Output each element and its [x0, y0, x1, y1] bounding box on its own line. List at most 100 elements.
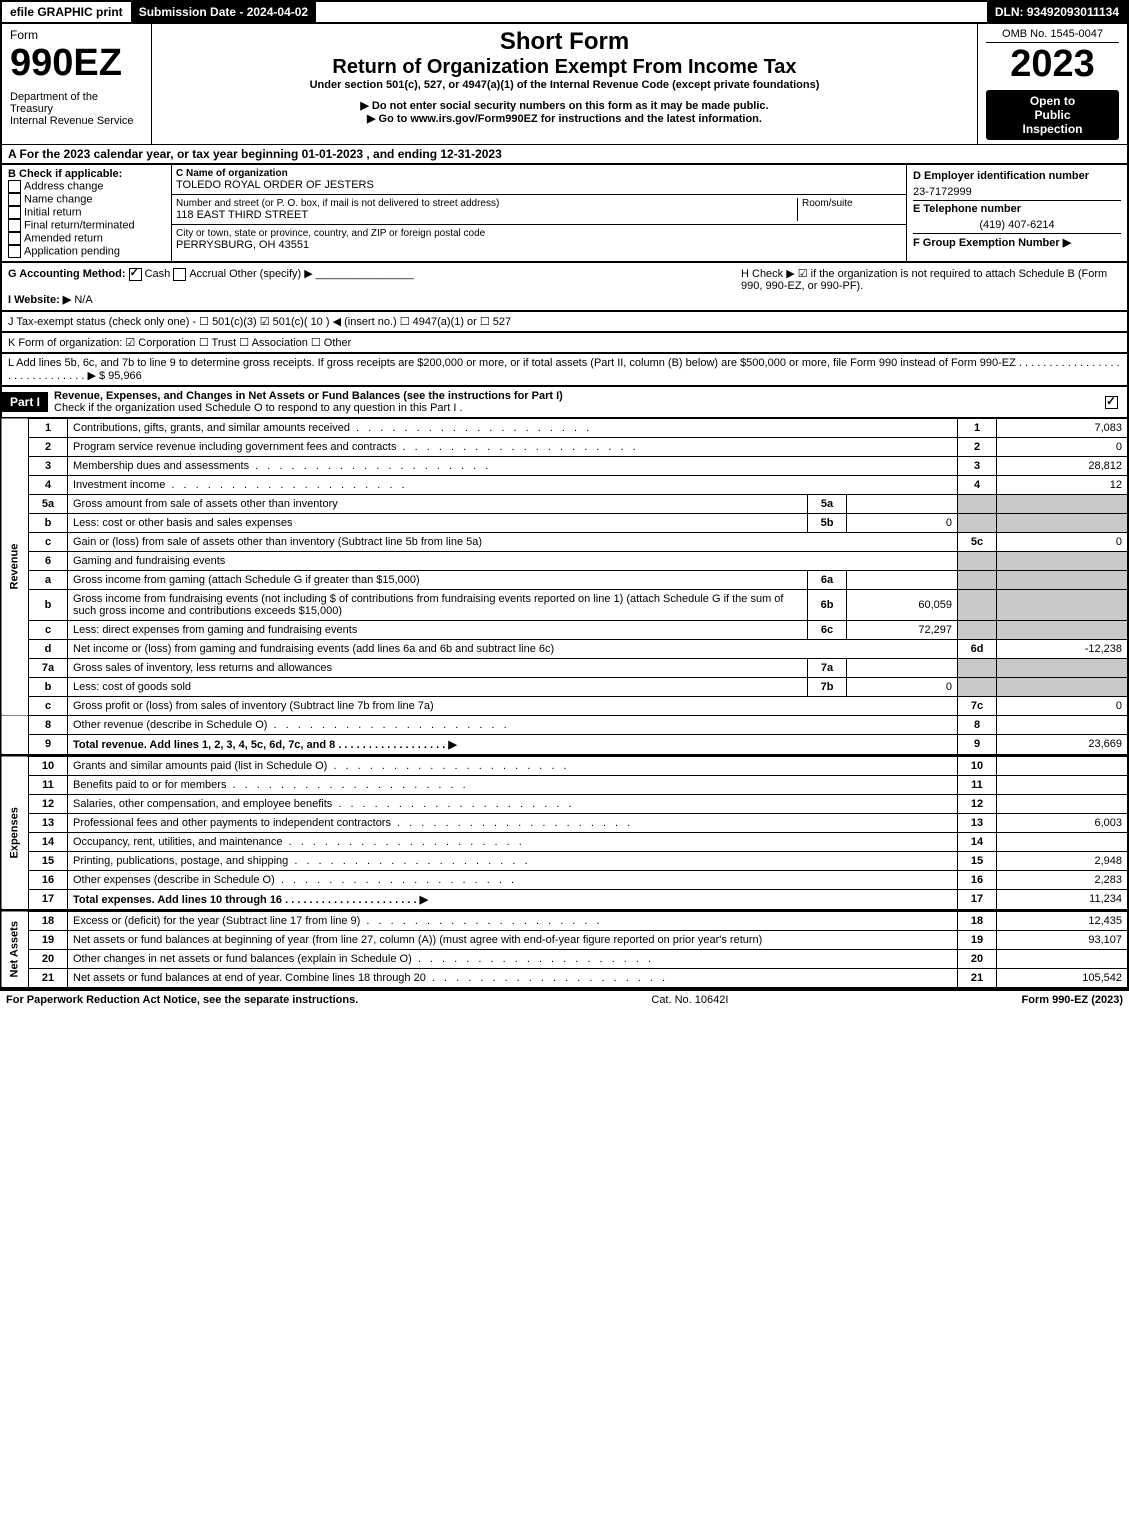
line-4-desc: Investment income: [68, 475, 958, 494]
org-name: TOLEDO ROYAL ORDER OF JESTERS: [176, 179, 902, 191]
footer-left: For Paperwork Reduction Act Notice, see …: [6, 994, 358, 1006]
line-5a-sub: 5a: [808, 494, 847, 513]
line-6d-desc: Net income or (loss) from gaming and fun…: [68, 639, 958, 658]
part-1-title: Revenue, Expenses, and Changes in Net As…: [48, 387, 1099, 417]
section-l: L Add lines 5b, 6c, and 7b to line 9 to …: [0, 352, 1129, 385]
line-14-no: 14: [29, 832, 68, 851]
line-17-no: 17: [29, 889, 68, 910]
line-9-amt: 23,669: [997, 734, 1129, 755]
checkbox-amended[interactable]: [8, 232, 21, 245]
line-7a-desc: Gross sales of inventory, less returns a…: [68, 658, 808, 677]
netassets-sidelabel: Net Assets: [1, 911, 29, 988]
dept-treasury: Department of the Treasury: [10, 91, 143, 115]
line-7b-subamt: 0: [847, 677, 958, 696]
line-15-rno: 15: [958, 851, 997, 870]
line-7c-no: c: [29, 696, 68, 715]
line-16-amt: 2,283: [997, 870, 1129, 889]
line-9-desc: Total revenue. Add lines 1, 2, 3, 4, 5c,…: [68, 734, 958, 755]
ein-label: D Employer identification number: [913, 168, 1121, 184]
footer-center: Cat. No. 10642I: [651, 994, 728, 1006]
netassets-table: Net Assets 18 Excess or (deficit) for th…: [0, 911, 1129, 989]
line-7b-shaded: [958, 677, 997, 696]
section-a: A For the 2023 calendar year, or tax yea…: [0, 144, 1129, 163]
line-5b-desc: Less: cost or other basis and sales expe…: [68, 513, 808, 532]
line-7a-shaded: [958, 658, 997, 677]
line-3-desc: Membership dues and assessments: [68, 456, 958, 475]
omb-number: OMB No. 1545-0047: [986, 28, 1119, 43]
form-center-col: Short Form Return of Organization Exempt…: [152, 24, 977, 144]
section-b-label: B Check if applicable:: [8, 168, 165, 180]
line-5c-rno: 5c: [958, 532, 997, 551]
line-20-no: 20: [29, 949, 68, 968]
line-6-desc: Gaming and fundraising events: [68, 551, 958, 570]
line-9-rno: 9: [958, 734, 997, 755]
line-6c-desc: Less: direct expenses from gaming and fu…: [68, 620, 808, 639]
line-21-desc: Net assets or fund balances at end of ye…: [68, 968, 958, 988]
checkbox-initial[interactable]: [8, 206, 21, 219]
line-17-amt: 11,234: [997, 889, 1129, 910]
line-14-amt: [997, 832, 1129, 851]
checkbox-final[interactable]: [8, 219, 21, 232]
expenses-sidelabel: Expenses: [1, 756, 29, 910]
efile-label[interactable]: efile GRAPHIC print: [2, 2, 131, 22]
opt-amended: Amended return: [24, 232, 103, 244]
line-7a-shaded-amt: [997, 658, 1129, 677]
line-3-rno: 3: [958, 456, 997, 475]
section-k: K Form of organization: ☑ Corporation ☐ …: [0, 331, 1129, 352]
line-17-rno: 17: [958, 889, 997, 910]
line-6-no: 6: [29, 551, 68, 570]
city-value: PERRYSBURG, OH 43551: [176, 239, 902, 251]
g-other: Other (specify) ▶: [229, 268, 313, 280]
checkbox-schedule-o[interactable]: [1105, 396, 1118, 409]
checkbox-pending[interactable]: [8, 245, 21, 258]
line-3-amt: 28,812: [997, 456, 1129, 475]
line-9-no: 9: [29, 734, 68, 755]
line-5b-sub: 5b: [808, 513, 847, 532]
line-18-desc: Excess or (deficit) for the year (Subtra…: [68, 911, 958, 930]
revenue-table: Revenue 1 Contributions, gifts, grants, …: [0, 417, 1129, 756]
line-11-desc: Benefits paid to or for members: [68, 775, 958, 794]
line-20-desc: Other changes in net assets or fund bala…: [68, 949, 958, 968]
line-18-no: 18: [29, 911, 68, 930]
line-19-no: 19: [29, 930, 68, 949]
line-4-rno: 4: [958, 475, 997, 494]
line-6d-amt: -12,238: [997, 639, 1129, 658]
line-16-no: 16: [29, 870, 68, 889]
line-6b-shaded: [958, 589, 997, 620]
line-2-no: 2: [29, 437, 68, 456]
line-2-rno: 2: [958, 437, 997, 456]
checkbox-cash[interactable]: [129, 268, 142, 281]
open-line2: Public: [990, 108, 1115, 122]
g-cash: Cash: [145, 268, 171, 280]
line-6b-sub: 6b: [808, 589, 847, 620]
checkbox-accrual[interactable]: [173, 268, 186, 281]
line-5b-shaded: [958, 513, 997, 532]
tel-label: E Telephone number: [913, 200, 1121, 217]
line-7a-subamt: [847, 658, 958, 677]
line-6b-desc: Gross income from fundraising events (no…: [68, 589, 808, 620]
line-1-rno: 1: [958, 418, 997, 438]
part-1-header: Part I Revenue, Expenses, and Changes in…: [0, 385, 1129, 417]
open-to-public: Open to Public Inspection: [986, 90, 1119, 140]
line-7b-shaded-amt: [997, 677, 1129, 696]
section-d-e-f: D Employer identification number 23-7172…: [907, 165, 1127, 261]
line-5a-subamt: [847, 494, 958, 513]
line-5a-no: 5a: [29, 494, 68, 513]
line-5b-subamt: 0: [847, 513, 958, 532]
line-5c-amt: 0: [997, 532, 1129, 551]
street-label: Number and street (or P. O. box, if mail…: [176, 198, 797, 209]
checkbox-address[interactable]: [8, 180, 21, 193]
group-exemption: F Group Exemption Number ▶: [913, 233, 1121, 251]
line-16-desc: Other expenses (describe in Schedule O): [68, 870, 958, 889]
part-1-check-text: Check if the organization used Schedule …: [54, 402, 462, 414]
line-6c-subamt: 72,297: [847, 620, 958, 639]
line-8-rno: 8: [958, 715, 997, 734]
goto-link[interactable]: ▶ Go to www.irs.gov/Form990EZ for instru…: [160, 112, 969, 125]
line-6b-no: b: [29, 589, 68, 620]
checkbox-name[interactable]: [8, 193, 21, 206]
line-19-rno: 19: [958, 930, 997, 949]
g-label: G Accounting Method:: [8, 268, 126, 280]
line-14-desc: Occupancy, rent, utilities, and maintena…: [68, 832, 958, 851]
line-16-rno: 16: [958, 870, 997, 889]
dln-label: DLN: 93492093011134: [987, 2, 1127, 22]
